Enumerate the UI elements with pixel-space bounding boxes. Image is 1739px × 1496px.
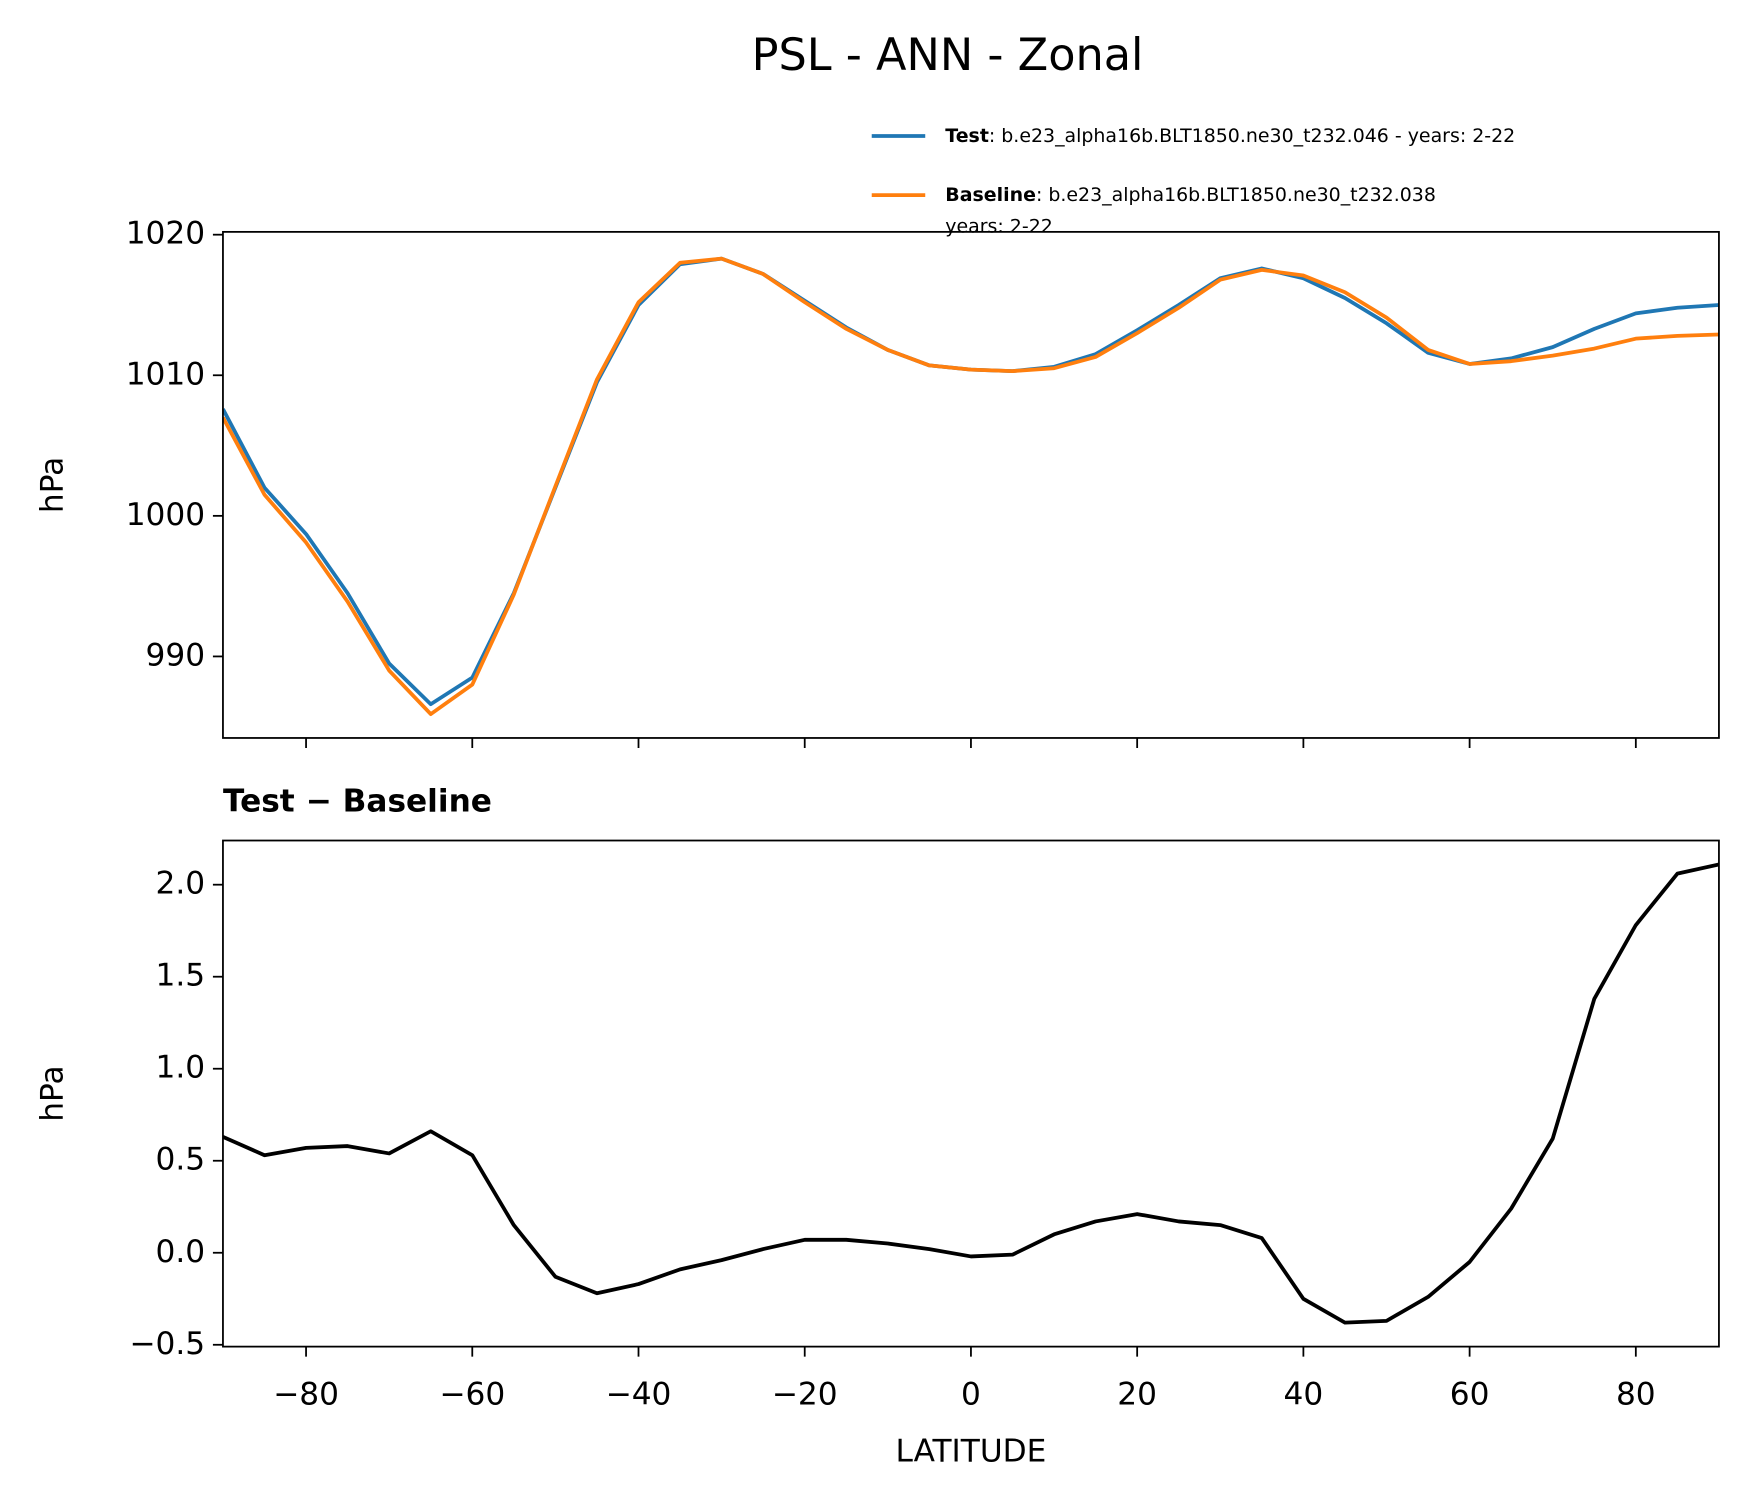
x-tick-label: 20 — [1117, 1377, 1157, 1413]
legend-entry: Baseline: b.e23_alpha16b.BLT1850.ne30_t2… — [871, 184, 1436, 237]
legend-entry: Test: b.e23_alpha16b.BLT1850.ne30_t232.0… — [871, 125, 1515, 147]
y-tick-label: −0.5 — [129, 1326, 205, 1362]
legend-description: : b.e23_alpha16b.BLT1850.ne30_t232.046 -… — [989, 125, 1515, 147]
x-tick-label: 0 — [961, 1377, 981, 1413]
line — [222, 256, 1719, 707]
legend-label: years: 2-22 — [945, 215, 1052, 237]
x-tick-label: 40 — [1284, 1377, 1324, 1413]
x-tick-label: −40 — [606, 1377, 672, 1413]
y-tick-label: 0.5 — [155, 1142, 205, 1178]
subplot-title: Test − Baseline — [223, 784, 492, 820]
y-tick-label: 1020 — [126, 216, 205, 252]
x-tick-label: 60 — [1450, 1377, 1490, 1413]
x-tick-label: 80 — [1616, 1377, 1656, 1413]
line — [222, 256, 1719, 717]
y-axis-label: hPa — [35, 1065, 71, 1121]
y-tick-label: 1.5 — [155, 958, 205, 994]
y-tick-label: 1000 — [126, 497, 205, 533]
legend-label: Test: b.e23_alpha16b.BLT1850.ne30_t232.0… — [945, 125, 1515, 147]
x-tick-label: −20 — [772, 1377, 838, 1413]
x-axis-label: LATITUDE — [895, 1434, 1046, 1470]
axes-frame — [222, 230, 1720, 739]
legend-description: years: 2-22 — [945, 215, 1052, 237]
x-tick-label: −60 — [439, 1377, 505, 1413]
x-tick-label: −80 — [273, 1377, 339, 1413]
y-axis-label: hPa — [35, 457, 71, 513]
axes-frame — [222, 839, 1720, 1348]
y-tick-label: 0.0 — [155, 1234, 205, 1270]
legend-name: Baseline — [945, 184, 1036, 206]
figure-title: PSL - ANN - Zonal — [752, 29, 1144, 81]
y-tick-label: 1010 — [126, 356, 205, 392]
y-tick-label: 1.0 — [155, 1050, 205, 1086]
y-tick-label: 2.0 — [155, 866, 205, 902]
y-tick-label: 990 — [146, 637, 206, 673]
line — [222, 862, 1719, 1325]
legend-label: Baseline: b.e23_alpha16b.BLT1850.ne30_t2… — [945, 184, 1436, 206]
legend-description: : b.e23_alpha16b.BLT1850.ne30_t232.038 — [1036, 184, 1436, 206]
legend-name: Test — [945, 125, 989, 147]
